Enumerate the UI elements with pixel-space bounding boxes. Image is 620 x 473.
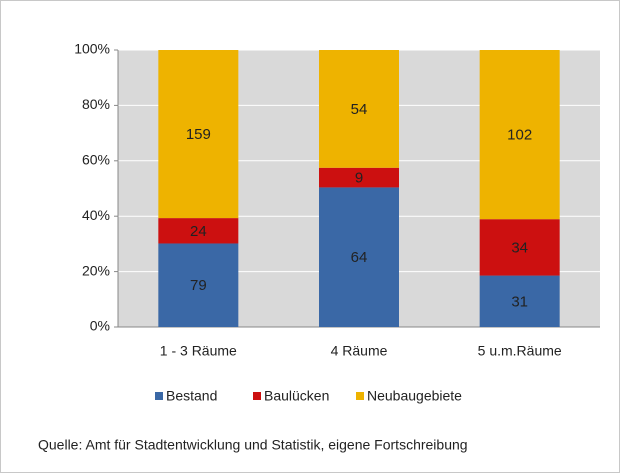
data-label: 79: [190, 277, 207, 294]
legend-swatch: [253, 392, 261, 400]
legend-label: Neubaugebiete: [367, 388, 462, 404]
bar-segment: [479, 50, 560, 220]
y-tick-label: 20%: [82, 262, 110, 278]
data-label: 24: [190, 223, 207, 240]
bar-segment: [319, 187, 399, 327]
legend-swatch: [155, 392, 163, 400]
x-tick-label: 1 - 3 Räume: [160, 343, 237, 359]
y-tick-label: 0%: [90, 318, 110, 334]
y-tick-label: 40%: [82, 207, 110, 223]
x-tick-label: 5 u.m.Räume: [478, 343, 562, 359]
legend-label: Bestand: [166, 388, 217, 404]
y-tick-label: 60%: [82, 152, 110, 168]
data-label: 31: [511, 293, 528, 310]
legend-swatch: [356, 392, 364, 400]
data-label: 64: [351, 249, 368, 266]
bar-segment: [479, 219, 560, 276]
legend-label: Baulücken: [264, 388, 329, 404]
bar-segment: [319, 167, 399, 188]
y-tick-label: 100%: [74, 41, 110, 57]
data-label: 102: [507, 127, 532, 144]
data-label: 34: [511, 239, 528, 256]
bar-segment: [479, 275, 560, 327]
source-note: Quelle: Amt für Stadtentwicklung und Sta…: [38, 437, 468, 453]
bar-segment: [158, 218, 239, 244]
bar-segment: [319, 50, 399, 168]
data-label: 159: [186, 126, 211, 143]
x-tick-label: 4 Räume: [331, 343, 388, 359]
bar-segment: [158, 50, 239, 219]
y-tick-label: 80%: [82, 96, 110, 112]
data-label: 9: [355, 170, 363, 187]
data-label: 54: [351, 101, 368, 118]
bar-segment: [158, 243, 239, 327]
